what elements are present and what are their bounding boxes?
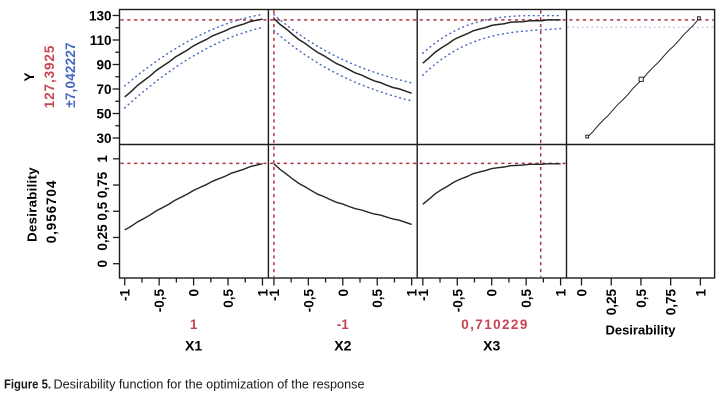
svg-text:0,5: 0,5 [221,289,236,308]
svg-text:1: 1 [190,317,198,332]
svg-text:Y: Y [22,72,37,81]
svg-text:0,5: 0,5 [95,201,110,220]
svg-text:90: 90 [96,58,111,73]
svg-text:0: 0 [485,289,500,297]
svg-text:Desirability: Desirability [605,323,676,338]
svg-text:1: 1 [95,155,110,163]
svg-text:0,25: 0,25 [604,289,619,316]
svg-text:X1: X1 [185,338,202,354]
svg-text:0,5: 0,5 [519,289,534,308]
svg-text:0,25: 0,25 [95,224,110,251]
svg-text:-1: -1 [416,289,431,301]
svg-text:127,3925: 127,3925 [42,45,57,109]
svg-text:1: 1 [554,289,569,297]
svg-text:0,75: 0,75 [95,171,110,198]
svg-text:0,956704: 0,956704 [44,180,59,244]
svg-text:-0,5: -0,5 [301,289,316,313]
svg-text:-0,5: -0,5 [152,289,167,313]
svg-text:1: 1 [256,289,271,297]
svg-text:0: 0 [575,289,590,297]
svg-text:110: 110 [90,33,112,48]
svg-text:0: 0 [336,289,351,297]
svg-text:0,5: 0,5 [370,289,385,308]
svg-text:1: 1 [405,289,420,297]
svg-text:0,75: 0,75 [664,289,679,316]
svg-text:X3: X3 [483,338,500,354]
svg-text:±7,042227: ±7,042227 [63,42,78,108]
svg-text:Figure 5.Desirability function: Figure 5. Desirability function for the o… [4,377,365,392]
svg-text:0,710229: 0,710229 [461,317,529,332]
svg-text:0: 0 [187,289,202,297]
svg-text:130: 130 [89,9,112,24]
svg-text:Desirability: Desirability [25,167,40,242]
svg-text:50: 50 [96,107,111,122]
svg-text:X2: X2 [334,338,351,354]
svg-text:30: 30 [96,131,111,146]
svg-text:1: 1 [693,289,708,297]
svg-text:0,5: 0,5 [634,289,649,308]
svg-text:0: 0 [95,260,110,268]
svg-text:-1: -1 [118,289,133,301]
svg-text:70: 70 [96,82,111,97]
svg-text:-1: -1 [337,317,349,332]
svg-text:-1: -1 [267,289,282,301]
svg-text:-0,5: -0,5 [450,289,465,313]
